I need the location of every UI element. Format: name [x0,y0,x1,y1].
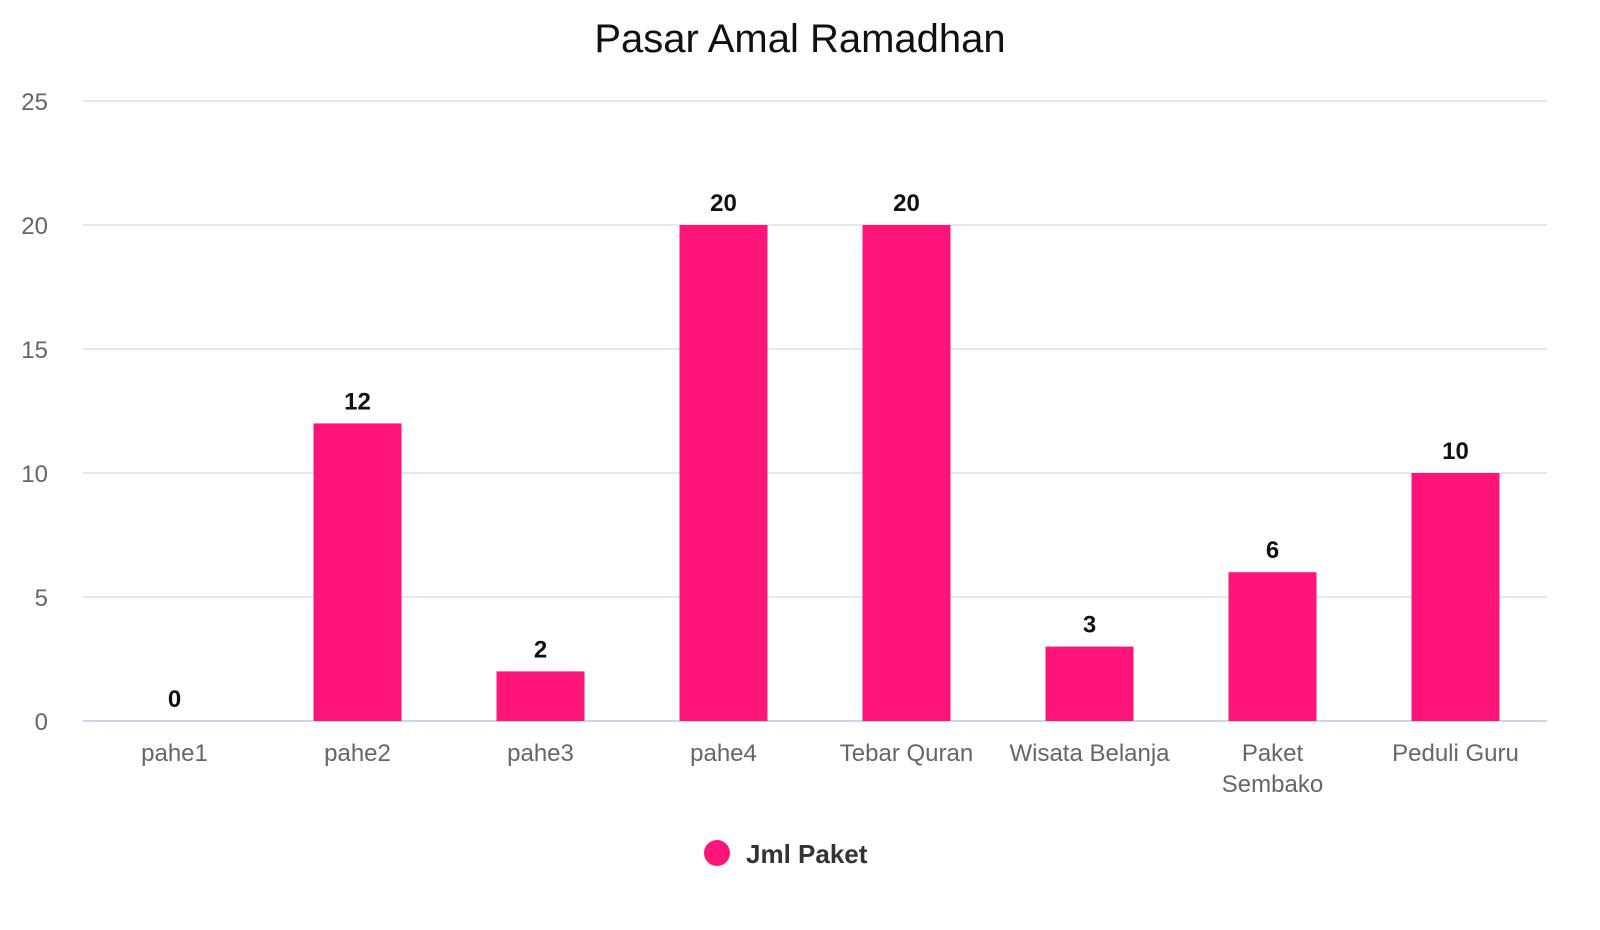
x-tick-label: Tebar Quran [840,740,973,767]
y-tick-label: 0 [35,709,48,736]
y-tick-label: 15 [21,337,48,364]
x-tick-label: pahe3 [507,740,574,767]
x-tick-label: pahe2 [324,740,391,767]
x-tick-label: Paket [1242,740,1304,767]
legend-label: Jml Paket [746,839,868,869]
data-label: 20 [893,190,920,217]
data-label: 10 [1442,438,1469,465]
bar-group: 0 pahe1 [141,686,208,767]
bar-group: 20 Tebar Quran [840,190,973,767]
bar[interactable] [1045,646,1134,721]
bar[interactable] [1228,572,1317,721]
bar-group: 20 pahe4 [679,190,768,767]
y-tick-label: 20 [21,213,48,240]
bar[interactable] [1411,473,1500,721]
data-label: 2 [534,636,547,663]
data-label: 6 [1266,537,1279,564]
bar[interactable] [313,423,402,721]
bar[interactable] [679,225,768,721]
x-tick-label: Sembako [1222,771,1323,798]
y-tick-label: 10 [21,461,48,488]
chart-title: Pasar Amal Ramadhan [594,17,1005,61]
legend-item[interactable]: Jml Paket [704,839,868,869]
bar-group: 2 pahe3 [496,636,585,767]
data-label: 0 [168,686,181,713]
data-label: 12 [344,388,371,415]
legend-marker [704,840,730,866]
bar-group: 12 pahe2 [313,388,402,767]
y-tick-label: 25 [21,89,48,116]
bar-group: 3 Wisata Belanja [1009,612,1170,767]
x-tick-label: Wisata Belanja [1009,740,1170,767]
bar-group: 10 Peduli Guru [1392,438,1519,767]
x-tick-label: pahe4 [690,740,757,767]
data-label: 20 [710,190,737,217]
bar[interactable] [862,225,951,721]
x-tick-label: pahe1 [141,740,208,767]
y-tick-label: 5 [35,585,48,612]
bar[interactable] [496,671,585,721]
bar-group: 6 Paket Sembako [1222,537,1323,798]
x-tick-label: Peduli Guru [1392,740,1519,767]
data-label: 3 [1083,612,1096,639]
